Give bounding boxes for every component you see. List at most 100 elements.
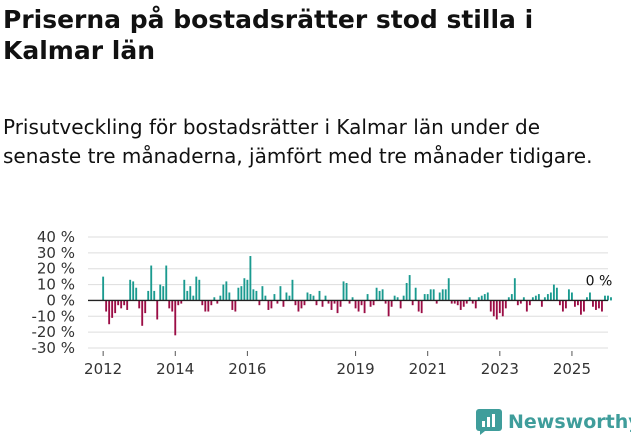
bar bbox=[450, 300, 453, 304]
bar bbox=[402, 295, 405, 301]
bar bbox=[558, 300, 561, 306]
bar bbox=[273, 294, 276, 301]
latest-value-annotation: 0 % bbox=[586, 273, 613, 289]
bar bbox=[138, 300, 141, 309]
bar bbox=[414, 287, 417, 301]
bar bbox=[378, 290, 381, 301]
bar bbox=[592, 300, 594, 307]
bar bbox=[432, 289, 435, 301]
bar bbox=[543, 297, 546, 301]
bar bbox=[595, 300, 597, 310]
bar bbox=[507, 297, 510, 301]
bar bbox=[261, 286, 264, 301]
bar bbox=[459, 300, 462, 310]
bar bbox=[369, 300, 372, 307]
bar bbox=[456, 300, 459, 306]
x-tick-label: 2025 bbox=[553, 360, 591, 378]
bar bbox=[366, 294, 369, 301]
bar bbox=[231, 300, 234, 310]
bar bbox=[570, 292, 573, 301]
x-tick-label: 2019 bbox=[336, 360, 374, 378]
bar bbox=[342, 281, 345, 301]
y-tick-label: 0 % bbox=[46, 291, 75, 309]
bar bbox=[315, 300, 318, 306]
bar bbox=[129, 279, 132, 301]
bar bbox=[108, 300, 111, 325]
bar bbox=[294, 300, 297, 306]
bar bbox=[336, 300, 339, 314]
bar bbox=[162, 286, 165, 301]
bar bbox=[252, 289, 255, 301]
bar bbox=[381, 289, 384, 301]
bar bbox=[270, 300, 273, 309]
bar bbox=[444, 289, 447, 301]
bar bbox=[387, 300, 390, 317]
bar bbox=[492, 300, 495, 317]
bar bbox=[204, 300, 207, 312]
bar bbox=[480, 295, 483, 301]
bar bbox=[474, 300, 477, 309]
bar bbox=[546, 294, 549, 301]
bar bbox=[123, 300, 126, 306]
bar bbox=[282, 300, 285, 307]
bar bbox=[435, 300, 438, 304]
bar bbox=[186, 290, 189, 301]
bar bbox=[564, 300, 567, 309]
y-tick-label: -30 % bbox=[31, 339, 75, 357]
bar bbox=[468, 297, 471, 301]
bar bbox=[312, 295, 315, 301]
y-tick-label: 10 % bbox=[37, 276, 75, 294]
bar bbox=[447, 278, 450, 301]
bar bbox=[249, 256, 252, 301]
bar bbox=[111, 300, 114, 318]
y-tick-label: 20 % bbox=[37, 260, 75, 278]
bar bbox=[549, 292, 552, 301]
bar bbox=[195, 276, 198, 301]
bar bbox=[333, 300, 336, 304]
bar bbox=[117, 300, 120, 306]
bar bbox=[201, 300, 204, 306]
bar bbox=[516, 300, 519, 306]
bar bbox=[513, 278, 516, 301]
bar bbox=[219, 295, 222, 301]
bar bbox=[604, 295, 606, 301]
bar bbox=[300, 300, 303, 309]
y-tick-label: 40 % bbox=[37, 228, 75, 246]
bar bbox=[225, 281, 228, 301]
bar bbox=[222, 284, 225, 301]
bar bbox=[150, 265, 153, 301]
bar bbox=[396, 297, 399, 301]
bars-layer bbox=[102, 256, 612, 336]
bar bbox=[102, 276, 105, 301]
bar bbox=[552, 284, 555, 301]
bar bbox=[246, 279, 249, 301]
bar bbox=[165, 265, 168, 301]
newsworthy-brand[interactable]: Newsworthy bbox=[476, 405, 631, 439]
bar bbox=[372, 300, 375, 306]
bar bbox=[105, 300, 108, 312]
x-tick-label: 2021 bbox=[409, 360, 447, 378]
bar bbox=[504, 300, 507, 309]
bar bbox=[255, 290, 258, 301]
bar bbox=[408, 275, 411, 301]
bar bbox=[471, 300, 474, 304]
bar bbox=[580, 300, 582, 315]
bar bbox=[180, 300, 183, 304]
bar bbox=[339, 300, 342, 307]
bar bbox=[477, 297, 480, 301]
bar bbox=[522, 297, 525, 301]
bar bbox=[318, 290, 321, 301]
bar bbox=[156, 300, 159, 320]
chart-title: Priserna på bostadsrätter stod stilla i … bbox=[3, 5, 534, 65]
bar bbox=[147, 290, 150, 301]
bar bbox=[240, 286, 243, 301]
bar bbox=[321, 300, 324, 307]
bar bbox=[384, 300, 387, 304]
bar bbox=[192, 295, 195, 301]
bar bbox=[348, 300, 351, 304]
bar bbox=[405, 282, 408, 301]
bar bbox=[531, 297, 534, 301]
chart-subtitle: Prisutveckling för bostadsrätter i Kalma… bbox=[3, 115, 593, 168]
x-tick-label: 2023 bbox=[481, 360, 519, 378]
newsworthy-logo-icon bbox=[476, 409, 502, 435]
